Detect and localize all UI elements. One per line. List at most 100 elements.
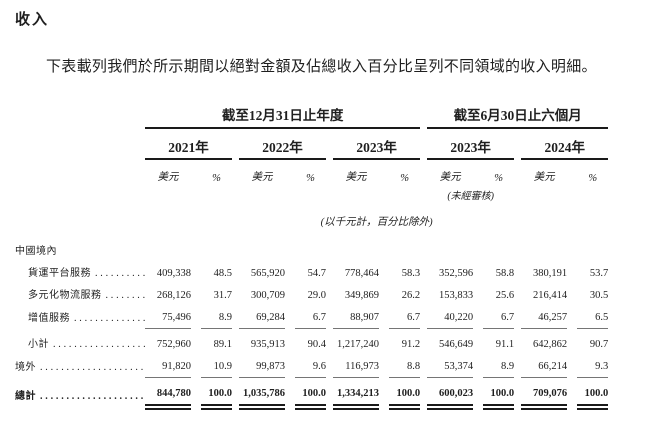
row-label: 總計......................................…: [15, 378, 145, 408]
cell-usd: 380,191: [533, 268, 568, 279]
dot-leader: ........................................…: [105, 290, 146, 301]
percent-header: %: [494, 173, 504, 184]
cell-usd: [427, 233, 473, 262]
cell-percent: [577, 233, 608, 262]
spacer-cell: [473, 329, 483, 356]
spacer-cell: [326, 184, 333, 202]
table-row: 小計......................................…: [15, 329, 608, 356]
usd-header: 美元: [345, 172, 367, 183]
table-row: 境外......................................…: [15, 355, 609, 378]
dot-leader: ........................................…: [74, 312, 145, 324]
cell-percent: 10.9: [201, 355, 232, 378]
spacer-cell: [232, 233, 239, 262]
cell-percent: [201, 233, 232, 262]
cell-usd: 546,649: [439, 339, 474, 350]
spacer-cell: [567, 329, 577, 356]
cell-percent: 91.2: [401, 339, 421, 350]
spacer-cell: [232, 378, 239, 408]
cell-usd: 99,873: [239, 355, 285, 378]
period-header-annual: 截至12月31日止年度: [145, 104, 421, 129]
cell-usd: 216,414: [533, 290, 568, 301]
cell-percent: 100.0: [201, 377, 232, 410]
table-row: 多元化物流服務.................................…: [15, 284, 608, 306]
document-page: 收入 下表載列我們於所示期間以絕對金額及佔總收入百分比呈列不同領域的收入明細。 …: [15, 12, 609, 410]
spacer-cell: [326, 306, 333, 329]
section-title: 收入: [15, 12, 50, 28]
spacer-cell: [191, 262, 201, 284]
period-header-row: 截至12月31日止年度 截至6月30日止六個月: [15, 104, 609, 129]
usd-header: 美元: [439, 172, 461, 183]
spacer-cell: [232, 262, 239, 284]
cell-usd: 88,907: [333, 306, 379, 329]
spacer-cell: [191, 306, 201, 329]
cell-percent: 30.5: [589, 290, 609, 301]
dot-leader: ........................................…: [40, 361, 145, 373]
measure-header-row: 美元 % 美元 % 美元 % 美元 % 美元 %: [15, 159, 608, 184]
cell-percent: 9.6: [295, 355, 326, 378]
cell-percent: 91.1: [495, 339, 515, 350]
cell-percent: 89.1: [213, 339, 232, 350]
cell-usd: 565,920: [250, 268, 285, 279]
spacer-cell: [191, 378, 201, 408]
percent-header: %: [212, 173, 221, 184]
cell-usd: 116,973: [333, 355, 379, 378]
cell-usd: 66,214: [521, 355, 568, 378]
spacer-cell: [379, 233, 389, 262]
percent-header: %: [400, 173, 409, 184]
row-label-text: 貨運平台服務: [28, 268, 91, 279]
row-label: 多元化物流服務.................................…: [15, 284, 145, 306]
spacer-cell: [326, 262, 333, 284]
usd-header: 美元: [251, 172, 273, 183]
spacer-cell: [420, 262, 427, 284]
spacer-cell: [379, 159, 389, 184]
usd-header: 美元: [157, 172, 179, 183]
spacer-cell: [420, 159, 427, 184]
dot-leader: ........................................…: [40, 391, 145, 402]
table-row: 中國境內: [15, 233, 608, 262]
spacer-cell: [420, 355, 427, 378]
spacer-cell: [191, 284, 201, 306]
year-header-2022: 2022年: [239, 128, 326, 160]
intro-paragraph: 下表載列我們於所示期間以絕對金額及佔總收入百分比呈列不同領域的收入明細。: [46, 59, 597, 75]
spacer-cell: [567, 378, 577, 408]
cell-usd: 91,820: [145, 355, 191, 378]
spacer-cell: [15, 104, 145, 128]
spacer-cell: [521, 184, 608, 202]
spacer-cell: [326, 233, 333, 262]
unit-note-row: (以千元計，百分比除外): [15, 202, 608, 233]
dot-leader: ........................................…: [95, 268, 145, 279]
cell-percent: 90.7: [589, 339, 609, 350]
percent-header: %: [306, 173, 315, 184]
cell-usd: 752,960: [156, 339, 191, 350]
unit-note: (以千元計，百分比除外): [320, 217, 433, 228]
spacer-cell: [191, 159, 201, 184]
cell-percent: 6.5: [577, 306, 609, 329]
cell-usd: 268,126: [156, 290, 191, 301]
spacer-cell: [514, 184, 521, 202]
row-label: 中國境內: [15, 233, 145, 262]
cell-percent: 48.5: [213, 268, 232, 279]
cell-usd: 53,374: [427, 355, 474, 378]
spacer-cell: [379, 378, 389, 408]
spacer-cell: [567, 262, 577, 284]
cell-percent: 100.0: [295, 377, 326, 410]
cell-percent: 26.2: [401, 290, 421, 301]
spacer-cell: [567, 355, 577, 378]
spacer-cell: [232, 128, 239, 159]
row-label: 小計......................................…: [15, 329, 145, 356]
spacer-cell: [567, 233, 577, 262]
row-label-text: 總計: [15, 391, 36, 402]
cell-percent: 25.6: [495, 290, 515, 301]
spacer-cell: [473, 355, 483, 378]
cell-usd: 153,833: [439, 290, 474, 301]
cell-percent: 54.7: [307, 268, 326, 279]
spacer-cell: [15, 202, 145, 233]
year-header-row: 2021年 2022年 2023年 2023年 2024年: [15, 128, 609, 160]
spacer-cell: [326, 284, 333, 306]
spacer-cell: [285, 306, 295, 329]
cell-percent: 58.3: [401, 268, 421, 279]
spacer-cell: [232, 184, 239, 202]
cell-usd: [239, 233, 285, 262]
spacer-cell: [15, 128, 145, 159]
table-row: 增值服務....................................…: [15, 306, 609, 329]
